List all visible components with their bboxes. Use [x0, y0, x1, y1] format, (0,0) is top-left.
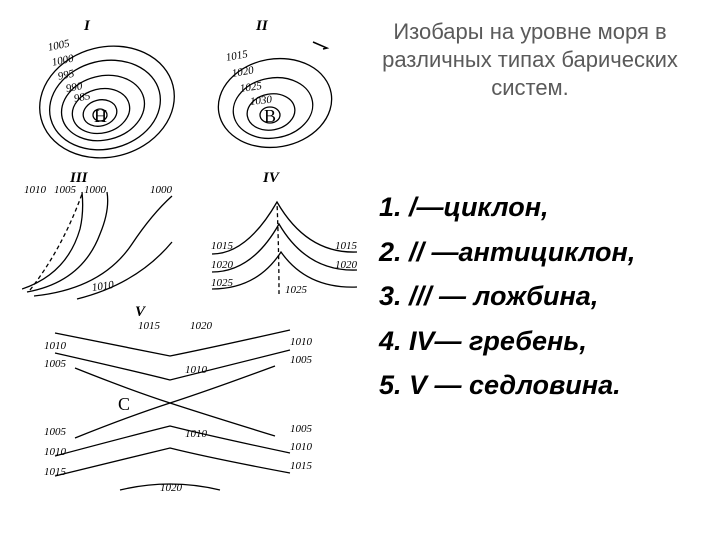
saddle-contours: [40, 308, 320, 498]
contour-value: 1005: [290, 423, 312, 435]
legend-list: /—циклон, // —антициклон, /// — ложбина,…: [375, 185, 715, 408]
diagram-trough: III 1010 1005 1000 1010 1000: [22, 174, 177, 304]
contour-value: 1010: [24, 184, 46, 196]
contour-value: 1010: [185, 364, 207, 376]
roman-label: II: [256, 18, 268, 35]
diagram-area: I Н 1005 1000 995 990 985 II: [10, 20, 350, 530]
contour-value: 1010: [290, 336, 312, 348]
anticyclone-contours: [208, 20, 348, 170]
contour-value: 1030: [249, 94, 272, 108]
contour-value: 1015: [138, 320, 160, 332]
contour-value: 1025: [211, 277, 233, 289]
contour-value: 1015: [211, 240, 233, 252]
contour-value: 1005: [290, 354, 312, 366]
contour-value: 1005: [44, 426, 66, 438]
diagram-cyclone: I Н 1005 1000 995 990 985: [38, 20, 178, 170]
contour-value: 1015: [44, 466, 66, 478]
contour-value: 1015: [290, 460, 312, 472]
diagram-ridge: IV 1015 1020 1025 1015 1020 1025: [207, 174, 362, 304]
contour-value: 1020: [160, 482, 182, 494]
contour-value: 1005: [44, 358, 66, 370]
diagram-title: Изобары на уровне моря в различных типах…: [360, 18, 700, 102]
contour-value: 1010: [44, 340, 66, 352]
contour-value: 1015: [335, 240, 357, 252]
contour-value: 1020: [335, 259, 357, 271]
contour-value: 1010: [44, 446, 66, 458]
list-item: /—циклон,: [409, 185, 715, 230]
diagram-anticyclone: II В 1015 1020 1025 1030: [208, 20, 348, 170]
contour-value: 1000: [84, 184, 106, 196]
list-item: IV— гребень,: [409, 319, 715, 364]
roman-label: I: [84, 18, 90, 35]
contour-value: 1005: [54, 184, 76, 196]
contour-value: 1010: [185, 428, 207, 440]
contour-value: 1010: [290, 441, 312, 453]
roman-label: IV: [263, 170, 279, 187]
center-label: Н: [94, 106, 107, 127]
contour-value: 1025: [285, 284, 307, 296]
list-item: // —антициклон,: [409, 230, 715, 275]
contour-value: 1020: [211, 259, 233, 271]
roman-label: V: [135, 304, 145, 321]
list-item: V — седловина.: [409, 363, 715, 408]
contour-value: 1000: [150, 184, 172, 196]
diagram-saddle: V С 1015 1020 1010 1010 1005 1005 10: [40, 308, 320, 498]
list-item: /// — ложбина,: [409, 274, 715, 319]
contour-value: 1020: [190, 320, 212, 332]
center-label: С: [118, 394, 130, 415]
center-label: В: [264, 106, 276, 127]
